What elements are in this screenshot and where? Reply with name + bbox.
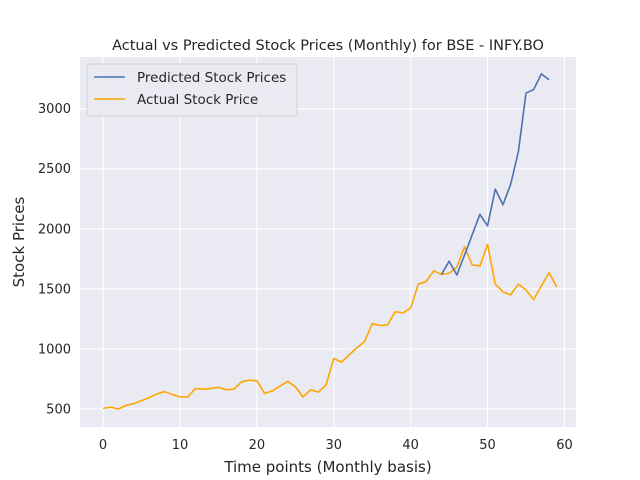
y-axis-label: Stock Prices <box>10 196 28 287</box>
plot-background <box>80 57 576 427</box>
x-tick-label: 0 <box>99 438 107 453</box>
chart-title: Actual vs Predicted Stock Prices (Monthl… <box>112 38 544 54</box>
y-tick-label: 500 <box>46 402 71 417</box>
y-tick-label: 1500 <box>38 282 71 297</box>
x-tick-label: 50 <box>479 438 496 453</box>
grid <box>80 57 576 427</box>
x-tick-label: 40 <box>402 438 419 453</box>
y-tick-label: 1000 <box>38 342 71 357</box>
x-tick-label: 30 <box>325 438 342 453</box>
y-tick-label: 2000 <box>38 222 71 237</box>
x-tick-label: 20 <box>249 438 266 453</box>
legend-box <box>86 63 298 117</box>
legend-label-predicted: Predicted Stock Prices <box>137 70 286 86</box>
predicted-series-line <box>440 73 550 276</box>
y-tick-label: 3000 <box>38 102 71 117</box>
legend: Predicted Stock Prices Actual Stock Pric… <box>86 63 298 117</box>
actual-series-line <box>102 243 558 410</box>
tick-labels: 0 10 20 30 40 50 60 500 1000 1500 2000 2500 3000 <box>38 102 573 453</box>
x-tick-label: 10 <box>172 438 189 453</box>
x-tick-label: 60 <box>556 438 573 453</box>
x-axis-label: Time points (Monthly basis) <box>223 458 431 476</box>
series-lines <box>102 73 558 410</box>
legend-label-actual: Actual Stock Price <box>137 92 258 108</box>
y-tick-label: 2500 <box>38 162 71 177</box>
